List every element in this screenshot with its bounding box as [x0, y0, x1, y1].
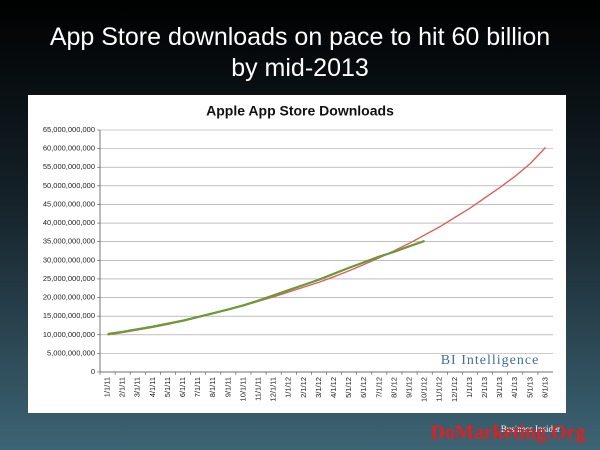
x-tick-label: 6/1/13 — [540, 377, 549, 398]
watermark: BI Intelligence — [441, 353, 540, 368]
x-tick-label: 2/1/13 — [480, 377, 489, 398]
chart-area — [28, 95, 566, 413]
x-tick-label: 9/1/11 — [223, 377, 232, 397]
y-tick-label: 35,000,000,000 — [43, 237, 95, 246]
x-tick-label: 4/1/13 — [510, 377, 519, 398]
x-tick-label: 12/1/12 — [450, 377, 459, 402]
x-tick-label: 5/1/11 — [163, 377, 172, 397]
x-tick-label: 3/1/13 — [495, 377, 504, 398]
y-tick-label: 65,000,000,000 — [43, 125, 95, 134]
y-tick-label: 30,000,000,000 — [43, 255, 95, 264]
y-tick-label: 25,000,000,000 — [43, 274, 95, 283]
y-tick-label: 50,000,000,000 — [43, 181, 95, 190]
headline: App Store downloads on pace to hit 60 bi… — [49, 23, 551, 82]
x-tick-label: 8/1/11 — [208, 377, 217, 397]
x-tick-label: 4/1/11 — [148, 377, 157, 397]
y-tick-label: 5,000,000,000 — [47, 348, 95, 357]
y-tick-label: 60,000,000,000 — [43, 144, 95, 153]
x-tick-label: 6/1/11 — [178, 377, 187, 397]
x-tick-label: 2/1/12 — [299, 377, 308, 398]
y-tick-label: 40,000,000,000 — [43, 218, 95, 227]
y-tick-label: 20,000,000,000 — [43, 293, 95, 302]
x-tick-label: 7/1/12 — [374, 377, 383, 398]
x-tick-label: 10/1/11 — [238, 377, 247, 401]
x-tick-label: 8/1/12 — [389, 377, 398, 398]
x-tick-label: 12/1/11 — [269, 377, 278, 401]
plot: 0 5,000,000,000 10,000,000,000 15,000,000,0… — [43, 125, 553, 402]
x-tick-label: 10/1/12 — [420, 377, 429, 402]
x-tick-label: 11/1/11 — [254, 377, 263, 401]
x-tick-label: 6/1/12 — [359, 377, 368, 398]
y-tick-label: 15,000,000,000 — [43, 311, 95, 320]
watermark: DoMarketing.Org — [431, 422, 586, 444]
headline-box: App Store downloads on pace to hit 60 bi… — [49, 23, 551, 82]
x-tick-label: 5/1/13 — [525, 377, 534, 398]
x-tick-label: 3/1/11 — [133, 377, 142, 397]
logo: Business Insider — [501, 424, 560, 434]
x-tick-label: 5/1/12 — [344, 377, 353, 398]
x-tick-label: 1/1/11 — [103, 377, 112, 397]
x-tick-label: 11/1/12 — [435, 377, 444, 401]
x-tick-label: 4/1/12 — [329, 377, 338, 398]
x-tick-label: 1/1/12 — [284, 377, 293, 398]
y-tick-label: 45,000,000,000 — [43, 199, 95, 208]
series-line — [107, 239, 426, 336]
x-tick-label: 3/1/12 — [314, 377, 323, 398]
y-tick-label: 10,000,000,000 — [43, 330, 95, 339]
y-tick-label: 55,000,000,000 — [43, 162, 95, 171]
x-tick-label: 1/1/13 — [465, 377, 474, 398]
x-tick-label: 2/1/11 — [118, 377, 127, 397]
chart-title: Apple App Store Downloads — [206, 103, 394, 119]
x-tick-label: 7/1/11 — [193, 377, 202, 397]
y-tick-label: 0 — [91, 367, 95, 376]
x-tick-label: 9/1/12 — [405, 377, 414, 398]
